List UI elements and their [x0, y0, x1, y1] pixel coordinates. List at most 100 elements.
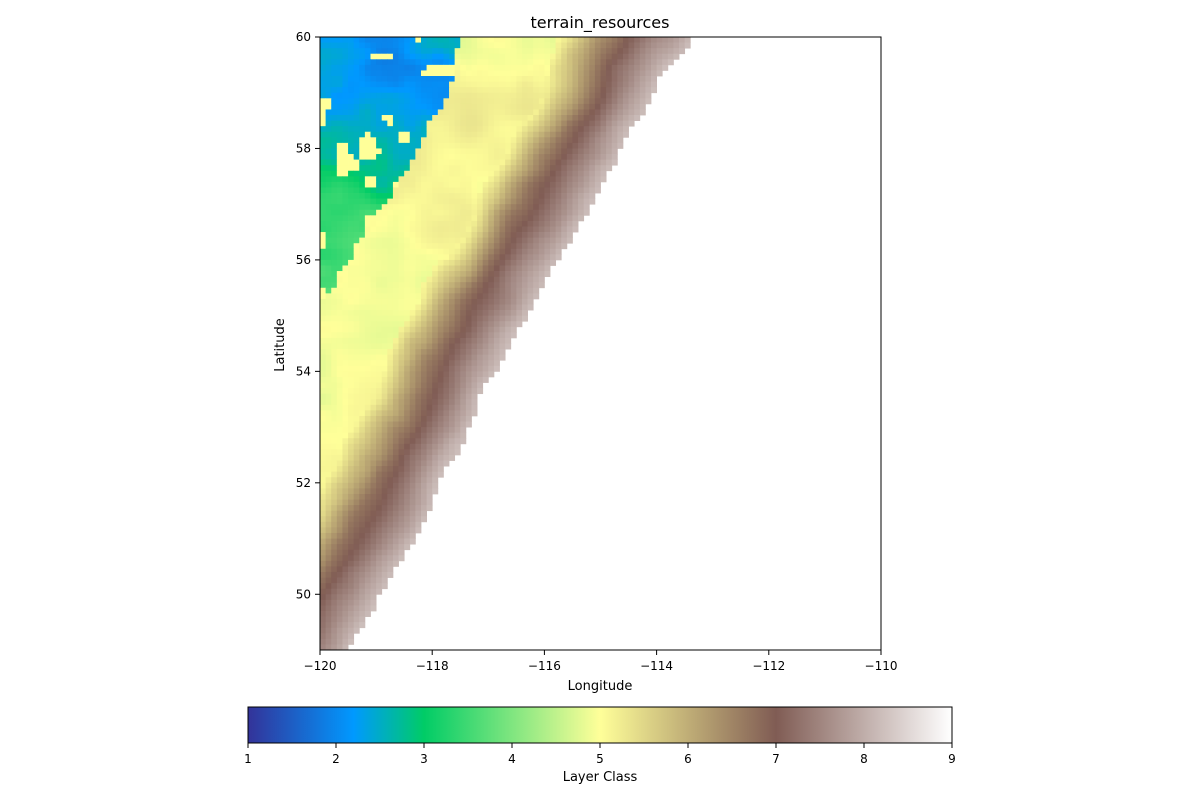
heatmap-cell [443, 126, 450, 133]
heatmap-cell [432, 343, 439, 350]
heatmap-cell [606, 131, 613, 138]
heatmap-cell [477, 87, 484, 94]
heatmap-cell [617, 115, 624, 121]
heatmap-cell [566, 59, 573, 66]
heatmap-cell [527, 170, 534, 177]
heatmap-cell [336, 332, 343, 339]
heatmap-cell [578, 42, 585, 49]
heatmap-cell [639, 42, 646, 49]
heatmap-cell [650, 48, 657, 55]
heatmap-cell [420, 493, 427, 500]
heatmap-cell [550, 76, 557, 82]
heatmap-cell [387, 376, 394, 383]
heatmap-cell [432, 126, 439, 133]
heatmap-cell [454, 415, 461, 422]
heatmap-cell [387, 449, 394, 456]
heatmap-cell [420, 215, 427, 222]
heatmap-cell [370, 276, 377, 283]
heatmap-cell [342, 315, 349, 322]
heatmap-cell [392, 532, 399, 539]
heatmap-cell [381, 510, 388, 517]
heatmap-cell [471, 37, 478, 43]
heatmap-cell [409, 154, 416, 160]
heatmap-cell [409, 460, 416, 467]
heatmap-cell [370, 271, 377, 278]
heatmap-cell [325, 410, 332, 417]
heatmap-cell [426, 415, 433, 422]
heatmap-cell [370, 432, 377, 439]
heatmap-cell [432, 337, 439, 344]
heatmap-cell [370, 421, 377, 428]
heatmap-cell [555, 42, 562, 49]
heatmap-cell [477, 103, 484, 110]
heatmap-cell [331, 137, 338, 144]
heatmap-cell [348, 287, 355, 294]
heatmap-cell [561, 109, 568, 116]
heatmap-cell [465, 176, 472, 183]
heatmap-cell [432, 298, 439, 305]
heatmap-cell [516, 282, 523, 289]
heatmap-cell [392, 98, 399, 105]
heatmap-cell [583, 165, 590, 172]
heatmap-cell [432, 432, 439, 439]
heatmap-cell [387, 354, 394, 361]
heatmap-cell [381, 393, 388, 400]
heatmap-cell [449, 53, 456, 60]
heatmap-cell [673, 37, 680, 43]
heatmap-cell [550, 87, 557, 94]
heatmap-cell [364, 527, 371, 534]
heatmap-cell [381, 265, 388, 272]
heatmap-cell [533, 42, 540, 49]
heatmap-cell [398, 209, 405, 216]
heatmap-cell [409, 360, 416, 367]
heatmap-cell [550, 126, 557, 133]
heatmap-cell [426, 393, 433, 400]
heatmap-cell [499, 142, 506, 149]
heatmap-cell [331, 583, 338, 590]
heatmap-cell [342, 48, 349, 55]
heatmap-cell [325, 276, 332, 283]
heatmap-cell [589, 59, 596, 66]
heatmap-cell [325, 371, 332, 378]
heatmap-cell [471, 170, 478, 177]
heatmap-cell [398, 493, 405, 500]
heatmap-cell [589, 120, 596, 127]
heatmap-cell [359, 315, 366, 322]
heatmap-cell [387, 193, 394, 200]
heatmap-cell [578, 170, 585, 177]
heatmap-cell [359, 332, 366, 339]
heatmap-cell [443, 343, 450, 350]
heatmap-cell [460, 154, 467, 160]
heatmap-cell [673, 53, 680, 60]
heatmap-cell [370, 349, 377, 356]
heatmap-cell [348, 42, 355, 49]
heatmap-cell [376, 76, 383, 82]
heatmap-cell [561, 115, 568, 121]
heatmap-cell [505, 232, 512, 239]
heatmap-cell [426, 193, 433, 200]
heatmap-cell [465, 365, 472, 372]
heatmap-cell [516, 248, 523, 255]
heatmap-cell [336, 276, 343, 283]
heatmap-cell [460, 115, 467, 121]
heatmap-cell [387, 276, 394, 283]
heatmap-cell [656, 64, 663, 71]
heatmap-cell [370, 215, 377, 222]
heatmap-cell [420, 505, 427, 512]
heatmap-cell [465, 98, 472, 105]
heatmap-cell [348, 349, 355, 356]
heatmap-cell [533, 70, 540, 77]
heatmap-cell [521, 287, 528, 294]
heatmap-cell [521, 98, 528, 105]
heatmap-cell [420, 404, 427, 411]
heatmap-cell [488, 360, 495, 367]
x-tick-label: −114 [640, 659, 673, 673]
heatmap-cell [409, 454, 416, 461]
heatmap-cell [359, 170, 366, 177]
heatmap-cell [387, 103, 394, 110]
heatmap-cell [533, 148, 540, 155]
heatmap-cell [606, 59, 613, 66]
heatmap-cell [398, 449, 405, 456]
heatmap-cell [325, 332, 332, 339]
heatmap-cell [437, 237, 444, 244]
